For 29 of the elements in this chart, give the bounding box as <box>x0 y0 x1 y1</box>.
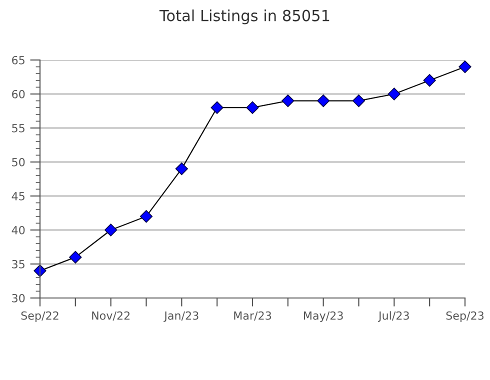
point <box>34 264 46 278</box>
y-tick-label: 40 <box>12 226 25 234</box>
y-tick-label: 65 <box>12 56 24 64</box>
x-tick-label: May/23 <box>304 311 343 322</box>
point <box>317 94 330 108</box>
y-tick-label: 35 <box>12 260 24 268</box>
y-tick-label: 30 <box>12 294 25 302</box>
point <box>140 210 153 223</box>
point <box>388 88 400 100</box>
x-tick-label: Sep/22 <box>21 311 58 322</box>
x-tick-label: Mar/23 <box>234 311 272 321</box>
x-tick-label: Sep/23 <box>446 311 484 322</box>
y-tick-label: 55 <box>12 124 24 132</box>
point <box>69 250 82 264</box>
point <box>246 101 259 114</box>
point <box>104 224 118 236</box>
point <box>352 94 366 108</box>
point <box>423 74 436 87</box>
point <box>458 60 472 74</box>
y-tick-label: 60 <box>12 90 25 98</box>
point <box>175 162 188 176</box>
x-tick-label: Nov/22 <box>92 311 130 321</box>
x-tick-label: Jul/23 <box>378 311 409 322</box>
point <box>282 94 294 108</box>
y-tick-label: 45 <box>12 192 24 200</box>
point <box>210 101 224 114</box>
chart-title: Total Listings in 85051 <box>159 10 330 24</box>
y-tick-label: 50 <box>12 158 25 166</box>
x-tick-label: Jan/23 <box>164 311 198 322</box>
